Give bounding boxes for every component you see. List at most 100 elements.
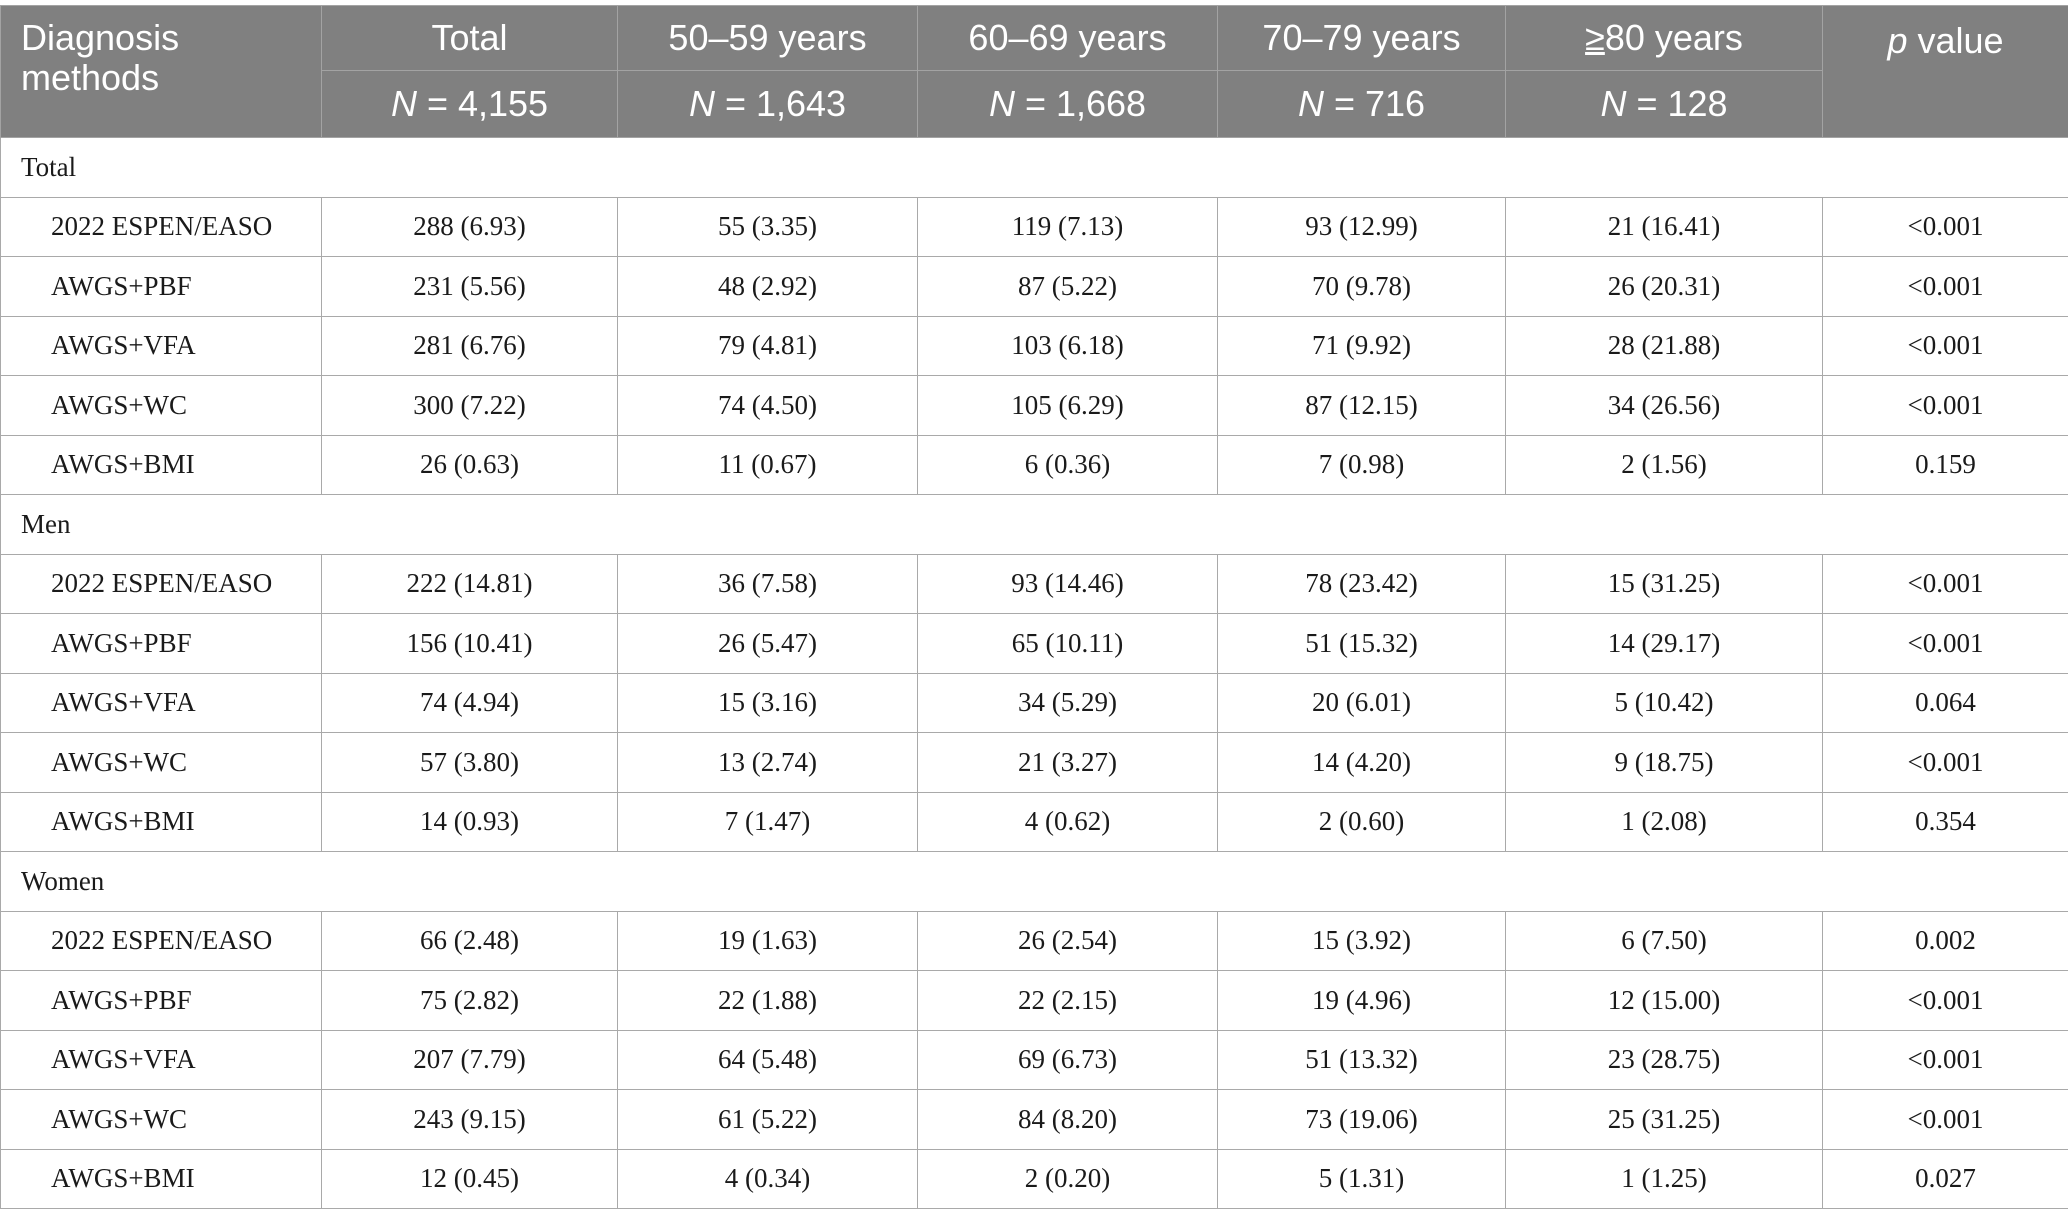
age-50-59-cell: 11 (0.67) xyxy=(617,434,918,495)
p-value-cell: <0.001 xyxy=(1822,375,2068,436)
method-cell: AWGS+WC xyxy=(0,1089,322,1150)
table-row: 2022 ESPEN/EASO 222 (14.81) 36 (7.58) 93… xyxy=(0,553,2068,614)
table-row: AWGS+BMI 12 (0.45) 4 (0.34) 2 (0.20) 5 (… xyxy=(0,1148,2068,1209)
n-80-plus: N = 128 xyxy=(1505,70,1823,138)
age-60-69-cell: 105 (6.29) xyxy=(917,375,1218,436)
total-cell: 74 (4.94) xyxy=(321,672,618,733)
total-cell: 288 (6.93) xyxy=(321,196,618,257)
greater-equal-symbol: ≥ xyxy=(1585,17,1605,58)
table-row: AWGS+VFA 281 (6.76) 79 (4.81) 103 (6.18)… xyxy=(0,315,2068,376)
age-80-plus-cell: 1 (1.25) xyxy=(1505,1148,1823,1209)
header-p-value: p value xyxy=(1822,5,2068,138)
method-cell: AWGS+PBF xyxy=(0,970,322,1031)
age-70-79-cell: 5 (1.31) xyxy=(1217,1148,1506,1209)
age-70-79-cell: 73 (19.06) xyxy=(1217,1089,1506,1150)
age-60-69-cell: 22 (2.15) xyxy=(917,970,1218,1031)
table-row: AWGS+WC 300 (7.22) 74 (4.50) 105 (6.29) … xyxy=(0,375,2068,436)
total-cell: 243 (9.15) xyxy=(321,1089,618,1150)
method-cell: 2022 ESPEN/EASO xyxy=(0,196,322,257)
age-60-69-cell: 65 (10.11) xyxy=(917,613,1218,674)
method-cell: AWGS+BMI xyxy=(0,791,322,852)
p-value-cell: 0.064 xyxy=(1822,672,2068,733)
age-80-plus-cell: 6 (7.50) xyxy=(1505,910,1823,971)
age-70-79-cell: 93 (12.99) xyxy=(1217,196,1506,257)
total-cell: 281 (6.76) xyxy=(321,315,618,376)
p-value-label: value xyxy=(1907,20,2004,61)
table-body: Total 2022 ESPEN/EASO 288 (6.93) 55 (3.3… xyxy=(0,137,2068,1209)
header-50-59-years: 50–59 years xyxy=(617,5,918,71)
section-row-women: Women xyxy=(0,851,2068,912)
p-value-cell: <0.001 xyxy=(1822,732,2068,793)
p-value-cell: <0.001 xyxy=(1822,970,2068,1031)
total-cell: 12 (0.45) xyxy=(321,1148,618,1209)
p-value-cell: 0.354 xyxy=(1822,791,2068,852)
table-row: AWGS+BMI 14 (0.93) 7 (1.47) 4 (0.62) 2 (… xyxy=(0,791,2068,852)
p-value-cell: <0.001 xyxy=(1822,553,2068,614)
total-cell: 75 (2.82) xyxy=(321,970,618,1031)
method-cell: AWGS+WC xyxy=(0,732,322,793)
table-row: 2022 ESPEN/EASO 66 (2.48) 19 (1.63) 26 (… xyxy=(0,910,2068,971)
table-row: AWGS+PBF 156 (10.41) 26 (5.47) 65 (10.11… xyxy=(0,613,2068,674)
n-total: N = 4,155 xyxy=(321,70,618,138)
age-70-79-cell: 51 (15.32) xyxy=(1217,613,1506,674)
age-70-79-cell: 71 (9.92) xyxy=(1217,315,1506,376)
results-table: Diagnosis methods Total 50–59 years 60–6… xyxy=(0,5,2068,1209)
age-80-plus-cell: 2 (1.56) xyxy=(1505,434,1823,495)
table-row: AWGS+WC 243 (9.15) 61 (5.22) 84 (8.20) 7… xyxy=(0,1089,2068,1150)
table-row: AWGS+VFA 207 (7.79) 64 (5.48) 69 (6.73) … xyxy=(0,1029,2068,1090)
age-50-59-cell: 13 (2.74) xyxy=(617,732,918,793)
section-row-men: Men xyxy=(0,494,2068,555)
age-80-plus-cell: 26 (20.31) xyxy=(1505,256,1823,317)
age-50-59-cell: 4 (0.34) xyxy=(617,1148,918,1209)
age-50-59-cell: 79 (4.81) xyxy=(617,315,918,376)
n-50-59: N = 1,643 xyxy=(617,70,918,138)
method-cell: AWGS+PBF xyxy=(0,256,322,317)
age-50-59-cell: 48 (2.92) xyxy=(617,256,918,317)
age-50-59-cell: 64 (5.48) xyxy=(617,1029,918,1090)
header-80-plus-label: 80 years xyxy=(1604,17,1743,58)
total-cell: 156 (10.41) xyxy=(321,613,618,674)
age-60-69-cell: 87 (5.22) xyxy=(917,256,1218,317)
total-cell: 26 (0.63) xyxy=(321,434,618,495)
age-60-69-cell: 4 (0.62) xyxy=(917,791,1218,852)
p-value-cell: 0.159 xyxy=(1822,434,2068,495)
age-50-59-cell: 15 (3.16) xyxy=(617,672,918,733)
total-cell: 14 (0.93) xyxy=(321,791,618,852)
age-50-59-cell: 61 (5.22) xyxy=(617,1089,918,1150)
p-value-cell: 0.002 xyxy=(1822,910,2068,971)
age-60-69-cell: 6 (0.36) xyxy=(917,434,1218,495)
section-title: Men xyxy=(0,494,2068,555)
n-60-69: N = 1,668 xyxy=(917,70,1218,138)
age-50-59-cell: 26 (5.47) xyxy=(617,613,918,674)
age-80-plus-cell: 9 (18.75) xyxy=(1505,732,1823,793)
total-cell: 222 (14.81) xyxy=(321,553,618,614)
age-80-plus-cell: 5 (10.42) xyxy=(1505,672,1823,733)
p-value-cell: <0.001 xyxy=(1822,1029,2068,1090)
p-value-cell: <0.001 xyxy=(1822,196,2068,257)
age-70-79-cell: 20 (6.01) xyxy=(1217,672,1506,733)
header-total: Total xyxy=(321,5,618,71)
p-value-cell: <0.001 xyxy=(1822,315,2068,376)
age-80-plus-cell: 25 (31.25) xyxy=(1505,1089,1823,1150)
age-50-59-cell: 74 (4.50) xyxy=(617,375,918,436)
table-row: AWGS+PBF 75 (2.82) 22 (1.88) 22 (2.15) 1… xyxy=(0,970,2068,1031)
header-80-plus-years: ≥80 years xyxy=(1505,5,1823,71)
age-80-plus-cell: 15 (31.25) xyxy=(1505,553,1823,614)
age-70-79-cell: 70 (9.78) xyxy=(1217,256,1506,317)
method-cell: AWGS+VFA xyxy=(0,672,322,733)
p-value-cell: <0.001 xyxy=(1822,1089,2068,1150)
method-cell: AWGS+WC xyxy=(0,375,322,436)
age-70-79-cell: 14 (4.20) xyxy=(1217,732,1506,793)
age-50-59-cell: 19 (1.63) xyxy=(617,910,918,971)
age-60-69-cell: 103 (6.18) xyxy=(917,315,1218,376)
age-80-plus-cell: 12 (15.00) xyxy=(1505,970,1823,1031)
age-50-59-cell: 22 (1.88) xyxy=(617,970,918,1031)
header-60-69-years: 60–69 years xyxy=(917,5,1218,71)
p-value-cell: <0.001 xyxy=(1822,613,2068,674)
table-header: Diagnosis methods Total 50–59 years 60–6… xyxy=(0,5,2068,138)
age-50-59-cell: 7 (1.47) xyxy=(617,791,918,852)
section-title: Total xyxy=(0,137,2068,198)
table-row: 2022 ESPEN/EASO 288 (6.93) 55 (3.35) 119… xyxy=(0,196,2068,257)
age-50-59-cell: 36 (7.58) xyxy=(617,553,918,614)
total-cell: 300 (7.22) xyxy=(321,375,618,436)
